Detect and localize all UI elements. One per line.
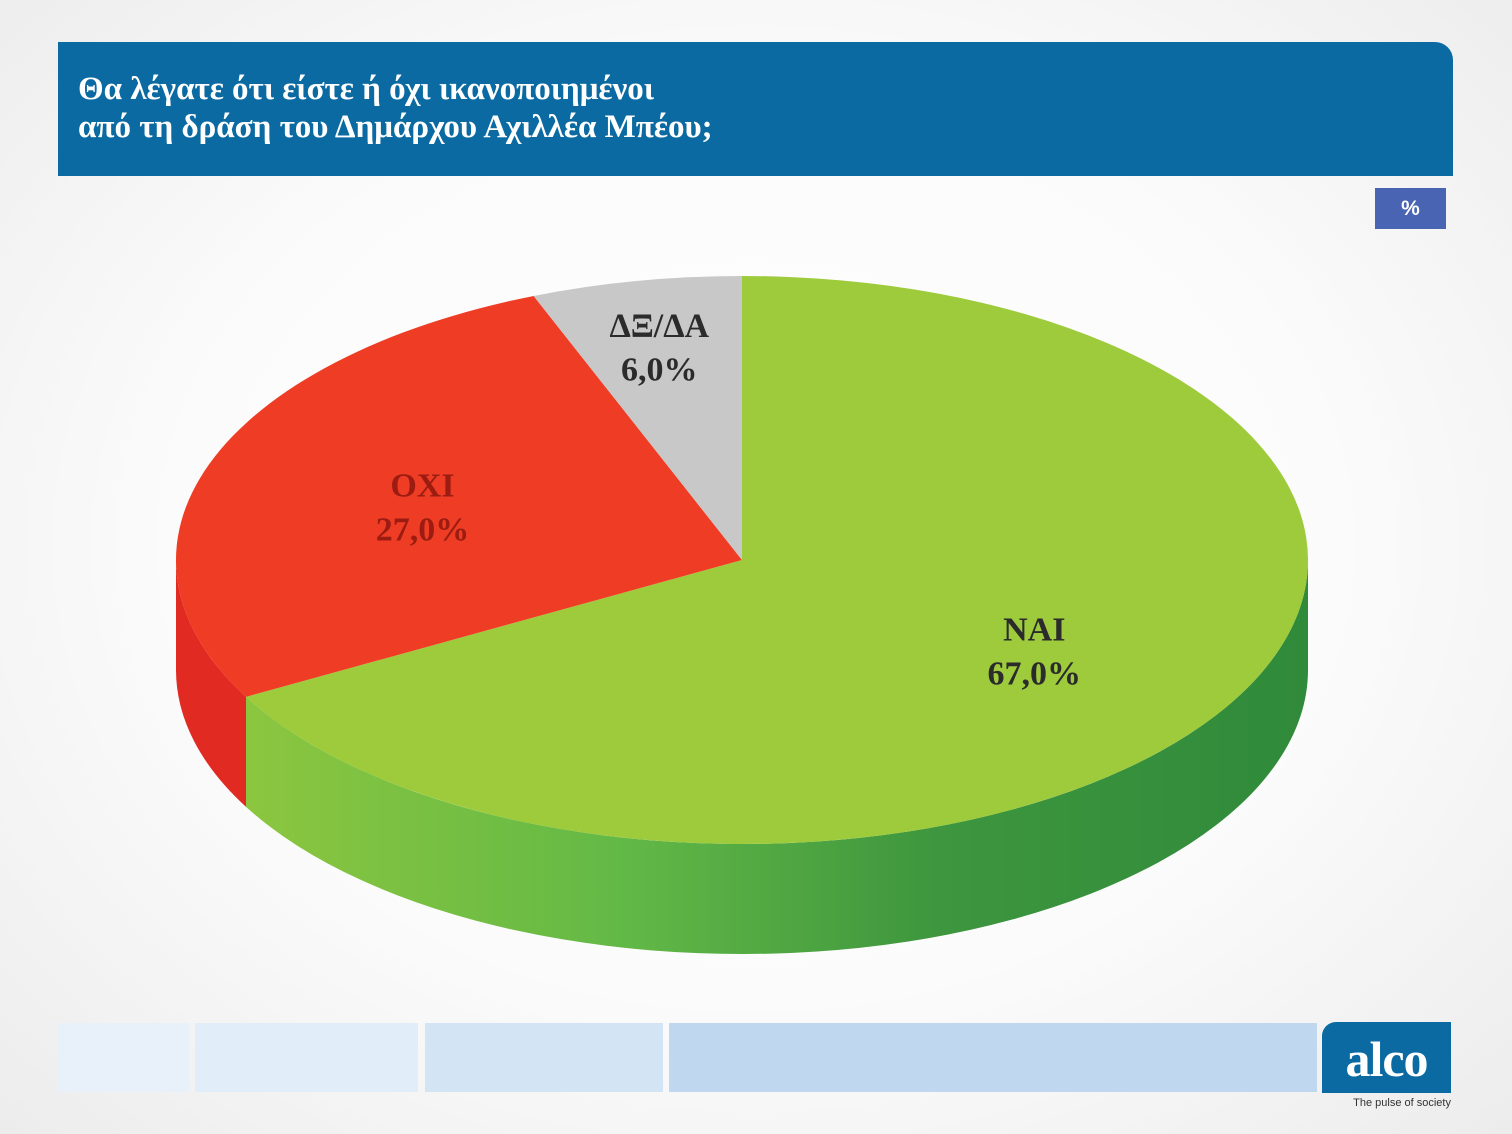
footer-bar-1 — [58, 1023, 189, 1092]
alco-logo: alco — [1322, 1022, 1451, 1093]
slice-value-nai: 67,0% — [988, 656, 1082, 693]
pie-sides — [176, 560, 1309, 954]
logo-tagline: The pulse of society — [1353, 1097, 1451, 1109]
slice-value-oxi: 27,0% — [376, 511, 470, 548]
pie-slice-nai — [246, 276, 1308, 844]
slice-label-δξ-δα: ΔΞ/ΔΑ — [609, 307, 709, 344]
pie-labels: NAI 67,0% OXI 27,0% ΔΞ/ΔΑ 6,0% — [376, 307, 1081, 692]
slice-value-δξ-δα: 6,0% — [621, 351, 698, 388]
footer-bar-4 — [669, 1023, 1317, 1092]
chart-title-line-2: από τη δράση του Δημάρχου Αχιλλέα Μπέου; — [78, 109, 713, 145]
slice-label-oxi: OXI — [390, 467, 454, 504]
title-banner: Θα λέγατε ότι είστε ή όχι ικανοποιημένοι… — [58, 42, 1453, 176]
pie-side-oxi — [176, 560, 247, 807]
slice-label-nai: NAI — [1003, 612, 1065, 649]
pie-slices — [175, 276, 1308, 844]
pie-slice-oxi — [175, 295, 742, 697]
unit-badge: % — [1375, 188, 1446, 229]
pie-slice-δξ-δα — [533, 276, 742, 560]
footer-bar-2 — [195, 1023, 418, 1092]
footer-bar-3 — [425, 1023, 663, 1092]
pie-side-nai — [246, 560, 1309, 954]
chart-title-line-1: Θα λέγατε ότι είστε ή όχι ικανοποιημένοι — [78, 71, 655, 107]
